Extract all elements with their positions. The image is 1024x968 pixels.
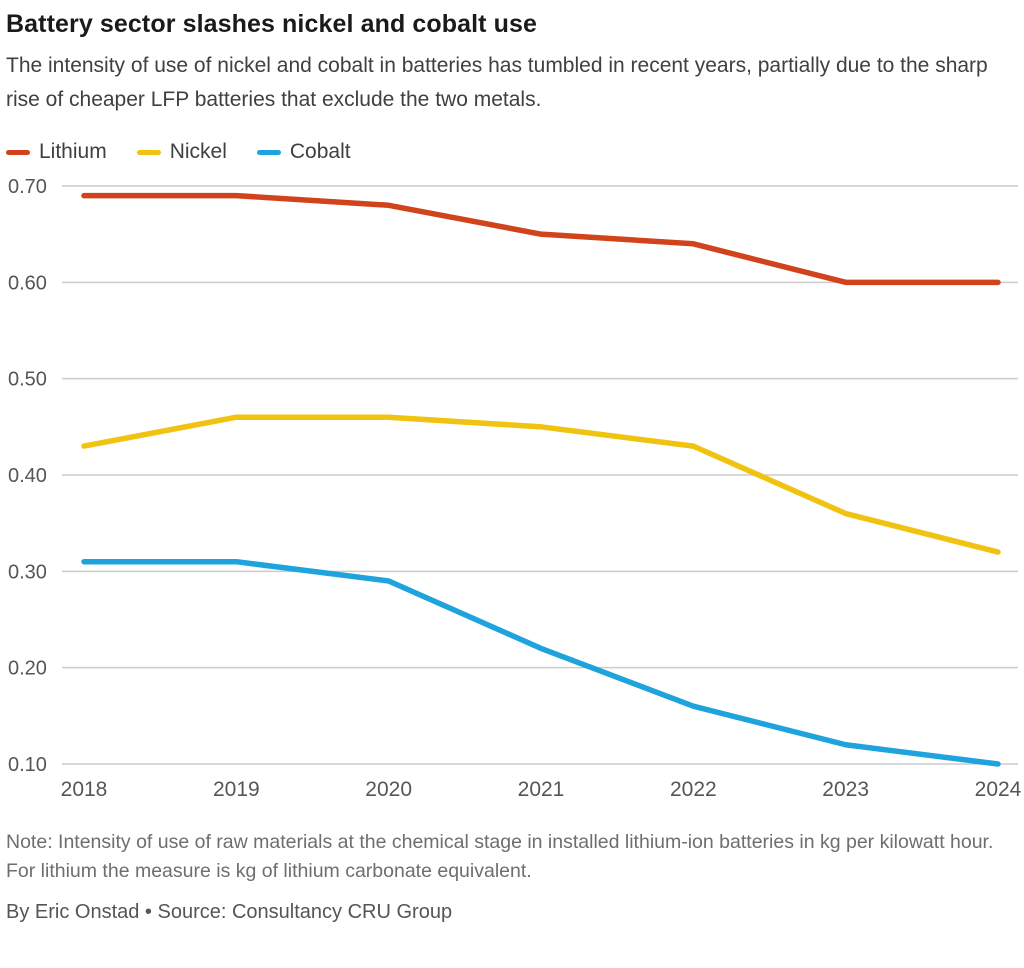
y-tick-label: 0.40 — [8, 465, 47, 487]
y-tick-label: 0.10 — [8, 754, 47, 776]
legend-swatch-nickel — [136, 149, 161, 155]
y-tick-label: 0.60 — [8, 273, 47, 295]
x-tick-label: 2018 — [61, 778, 108, 801]
x-tick-label: 2022 — [670, 778, 717, 801]
x-tick-label: 2020 — [365, 778, 412, 801]
legend: Lithium Nickel Cobalt — [6, 140, 1018, 164]
y-tick-label: 0.50 — [8, 369, 47, 391]
chart-subtitle: The intensity of use of nickel and cobal… — [6, 54, 988, 111]
y-tick-label: 0.30 — [8, 562, 47, 584]
chart-note: Note: Intensity of use of raw materials … — [6, 831, 994, 883]
legend-swatch-cobalt — [256, 149, 281, 155]
legend-label-cobalt: Cobalt — [289, 140, 351, 164]
chart-title: Battery sector slashes nickel and cobalt… — [6, 10, 538, 38]
legend-item-nickel: Nickel — [136, 140, 227, 164]
chart-page: Battery sector slashes nickel and cobalt… — [6, 10, 1022, 923]
series-line-cobalt — [81, 559, 1001, 767]
legend-swatch-lithium — [6, 149, 30, 155]
series-line-lithium — [81, 193, 1001, 286]
legend-label-nickel: Nickel — [169, 140, 227, 164]
x-tick-label: 2021 — [518, 778, 565, 801]
line-chart: 0.10 0.20 0.30 0.40 0.50 0.60 0.70 2018 2019 2020… — [8, 176, 1022, 801]
y-tick-label: 0.70 — [8, 176, 47, 198]
legend-item-cobalt: Cobalt — [256, 140, 351, 164]
series-line-nickel — [81, 414, 1001, 556]
x-tick-label: 2019 — [213, 778, 260, 801]
chart-byline: By Eric Onstad • Source: Consultancy CRU… — [6, 900, 453, 923]
x-tick-label: 2023 — [822, 778, 869, 801]
legend-label-lithium: Lithium — [39, 140, 107, 164]
legend-item-lithium: Lithium — [6, 140, 107, 164]
y-tick-label: 0.20 — [8, 658, 47, 680]
x-tick-label: 2024 — [975, 778, 1022, 801]
